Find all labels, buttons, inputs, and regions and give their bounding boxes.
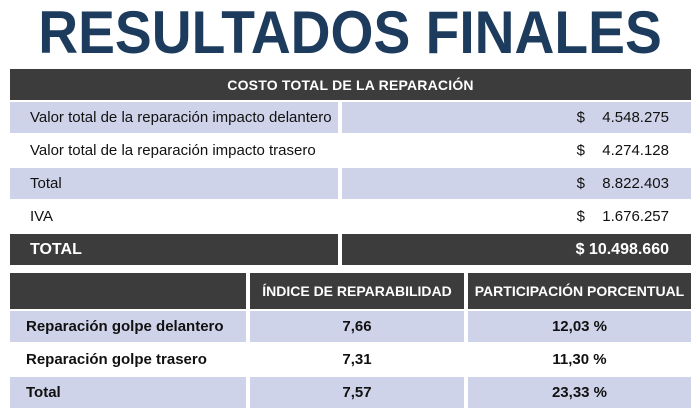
index-row-percent: 11,30 % <box>552 351 607 368</box>
index-row-label: Total <box>10 377 246 408</box>
cost-row-value: $4.274.128 <box>342 135 691 166</box>
cost-row-label: IVA <box>30 208 54 225</box>
index-row-index: 7,31 <box>342 351 372 368</box>
index-row-percent: 12,03 % <box>468 311 691 342</box>
cost-row: Valor total de la reparación impacto tra… <box>10 135 691 166</box>
cost-row-label: Valor total de la reparación impacto del… <box>10 102 338 133</box>
cost-row: IVA $1.676.257 <box>10 201 691 232</box>
cost-table: COSTO TOTAL DE LA REPARACIÓN Valor total… <box>10 69 691 265</box>
cost-total-row: TOTAL $ 10.498.660 <box>10 234 691 265</box>
amount: 8.822.403 <box>602 175 669 192</box>
index-row-label: Reparación golpe trasero <box>26 351 207 368</box>
cost-row-value: $1.676.257 <box>342 201 691 232</box>
cost-total-value: $ 10.498.660 <box>342 234 691 265</box>
index-row-label: Reparación golpe delantero <box>10 311 246 342</box>
index-table-header-row: ÍNDICE DE REPARABILIDAD PARTICIPACIÓN PO… <box>10 273 691 309</box>
cost-row-label: Total <box>10 168 338 199</box>
index-header-participacion: PARTICIPACIÓN PORCENTUAL <box>468 273 691 309</box>
cost-table-header-row: COSTO TOTAL DE LA REPARACIÓN <box>10 69 691 100</box>
index-table: ÍNDICE DE REPARABILIDAD PARTICIPACIÓN PO… <box>10 273 691 408</box>
index-row-percent: 23,33 % <box>468 377 691 408</box>
index-row: Reparación golpe delantero 7,66 12,03 % <box>10 311 691 342</box>
index-header-blank <box>10 273 246 309</box>
cost-row-value: $8.822.403 <box>342 168 691 199</box>
index-row-index: 7,66 <box>250 311 464 342</box>
cost-row: Total $8.822.403 <box>10 168 691 199</box>
index-row-index: 7,57 <box>250 377 464 408</box>
cost-row: Valor total de la reparación impacto del… <box>10 102 691 133</box>
amount: 4.548.275 <box>602 109 669 126</box>
cost-table-header: COSTO TOTAL DE LA REPARACIÓN <box>10 69 691 100</box>
currency-symbol: $ <box>576 208 585 225</box>
index-header-reparabilidad: ÍNDICE DE REPARABILIDAD <box>250 273 464 309</box>
amount: 4.274.128 <box>602 142 669 159</box>
currency-symbol: $ <box>576 109 585 126</box>
page-title: RESULTADOS FINALES <box>38 0 662 66</box>
currency-symbol: $ <box>576 142 585 159</box>
cost-row-label: Valor total de la reparación impacto tra… <box>30 142 316 159</box>
index-row: Total 7,57 23,33 % <box>10 377 691 408</box>
cost-row-value: $4.548.275 <box>342 102 691 133</box>
amount: 1.676.257 <box>602 208 669 225</box>
index-row: Reparación golpe trasero 7,31 11,30 % <box>10 344 691 375</box>
currency-symbol: $ <box>576 175 585 192</box>
cost-total-label: TOTAL <box>10 234 338 265</box>
